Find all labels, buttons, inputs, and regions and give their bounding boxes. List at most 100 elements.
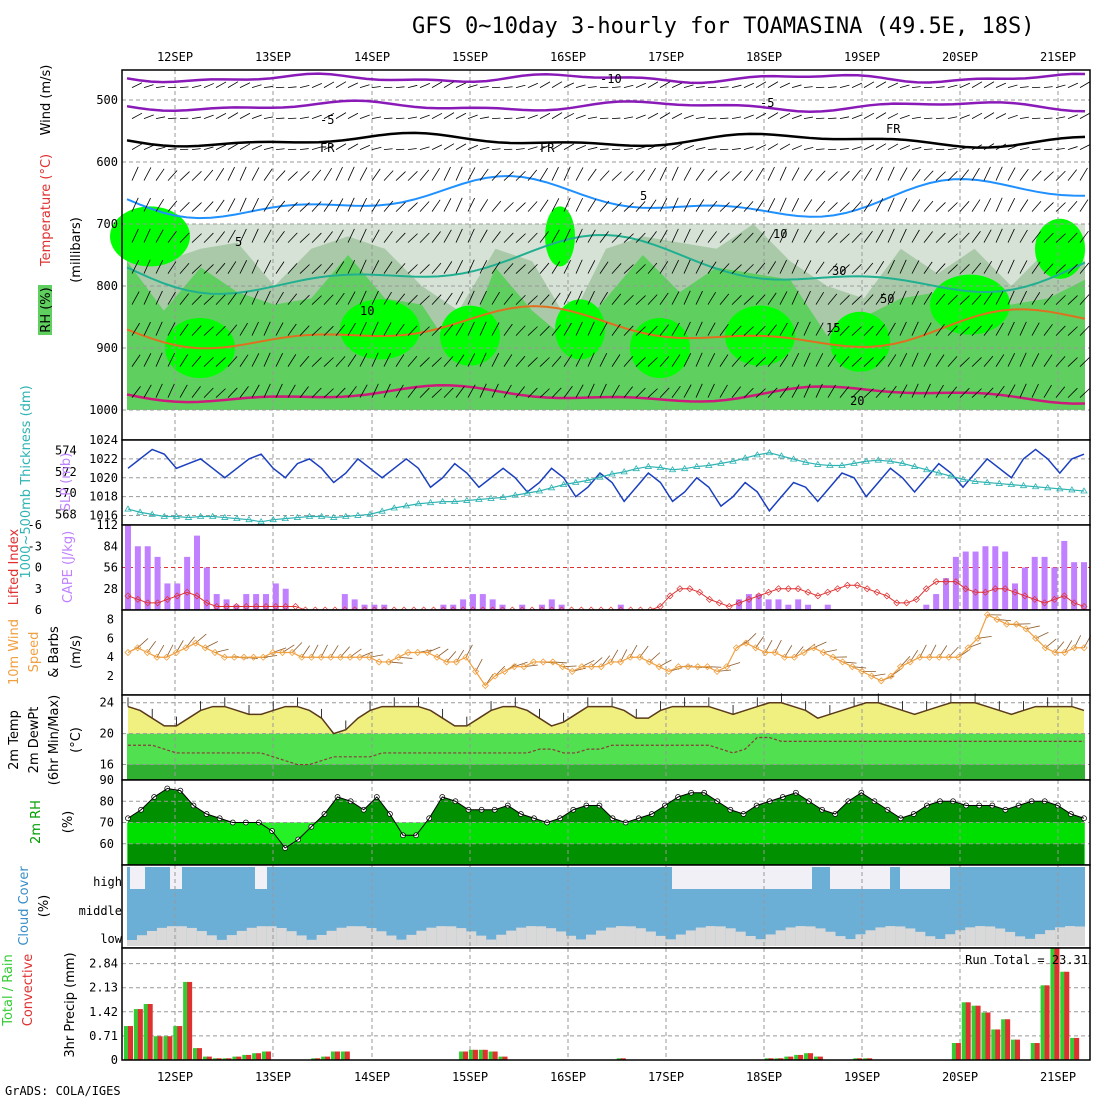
wind-barb [911, 321, 919, 336]
cloud-low-bar [725, 928, 736, 946]
wind-barb [527, 295, 538, 305]
wind-barb [131, 228, 139, 243]
wind-barb [335, 356, 346, 367]
wind-barb [527, 357, 538, 367]
wind-barb [1079, 294, 1090, 305]
li-point [292, 602, 300, 610]
wind-barb [647, 388, 658, 398]
cloud-low-bar [586, 934, 597, 946]
wind-barb [815, 353, 824, 367]
wind-barb [647, 294, 658, 305]
wind-barb [899, 228, 907, 243]
wind-barb [959, 146, 970, 150]
wind-barb [983, 229, 992, 243]
date-label-bottom: 18SEP [746, 1070, 782, 1084]
cape-bar [243, 594, 250, 610]
cloud-low-bar [196, 931, 207, 946]
wind-barb [179, 232, 190, 243]
wind-barb [683, 145, 694, 150]
wind-barb [419, 82, 431, 88]
wind-barb [659, 387, 670, 398]
precip-conv-bar [798, 1054, 804, 1060]
cloud-low-bar [1005, 931, 1016, 946]
wind-barb [431, 294, 442, 305]
wind-barb [467, 197, 475, 212]
wind-barb [647, 262, 658, 274]
precip-conv-bar [216, 1058, 222, 1060]
li-point [814, 592, 822, 600]
wind-barb [551, 143, 563, 150]
run-total-label: Run Total = 23.31 [965, 953, 1088, 967]
wind-speed-point [665, 667, 673, 675]
wind-barb [503, 354, 513, 367]
wind-barb [1019, 352, 1027, 367]
wind-barb [599, 353, 608, 367]
wind-barb [875, 166, 883, 181]
wind-barb [503, 232, 514, 243]
wind-barb [335, 292, 345, 305]
wind-barb [671, 166, 679, 181]
wind-barb [1043, 232, 1054, 243]
wind-barb [131, 112, 143, 119]
wind-barb [935, 263, 946, 274]
wind-barb [563, 291, 572, 305]
thickness-label: 1000~500mb Thickness (dm) [19, 385, 34, 578]
wind-speed-point [616, 658, 625, 666]
wind-barb [215, 388, 226, 398]
wind-barb [479, 229, 488, 243]
wind-barb [395, 354, 405, 367]
wind-barb [647, 167, 656, 181]
wind-barb [995, 322, 1004, 336]
wind-barb [815, 322, 824, 336]
date-label-bottom: 12SEP [157, 1070, 193, 1084]
wind-barb [803, 260, 812, 274]
wind-barb [383, 117, 393, 119]
wind-barb [755, 231, 765, 243]
cape-bar [272, 583, 279, 610]
wind-barb [695, 199, 705, 212]
wind-barb [455, 112, 467, 119]
wind-barb [779, 197, 787, 212]
li-point [203, 599, 211, 607]
wind-barb [1043, 171, 1054, 181]
wind-barb [587, 321, 595, 336]
cloud-low-bar [226, 935, 237, 946]
wind-barb [359, 197, 367, 212]
wind-barb [635, 82, 647, 88]
wind-barb [359, 384, 368, 398]
wind-barb [371, 383, 379, 398]
wind-barb [575, 167, 584, 181]
wind-barb [251, 167, 260, 181]
wind-barb [335, 324, 346, 336]
rh2m-unit-label: (%) [61, 811, 76, 834]
wind-barb [1043, 117, 1053, 119]
wind-barb [899, 197, 908, 212]
cape-bar [982, 546, 989, 610]
cape-bar [213, 594, 220, 610]
wind-barb [623, 325, 634, 336]
wind-barb [839, 264, 850, 274]
wind-barb [563, 82, 575, 88]
cloud-low-bar [985, 926, 996, 946]
li-tick: 3 [35, 582, 42, 596]
wind-barb [1079, 325, 1090, 336]
wind-barb [683, 353, 692, 367]
wind-barb [263, 199, 273, 212]
wind-barb [947, 356, 958, 367]
wind-barb [251, 114, 262, 119]
wind-barb [707, 231, 717, 243]
wind-barb [755, 294, 766, 305]
wind-barb [1019, 199, 1029, 212]
wind-barb [383, 291, 392, 305]
wind-barb [1007, 259, 1015, 274]
wind-barb [407, 116, 418, 119]
wind-barb [887, 291, 896, 305]
wind-barb [815, 170, 826, 181]
wind-barb [479, 86, 489, 88]
wind-barb [191, 202, 202, 212]
wind-barb [443, 143, 455, 150]
wind-barb [803, 383, 811, 398]
contour-label: FR [320, 141, 335, 155]
wind-barb [803, 229, 812, 243]
wind-barb [443, 261, 453, 274]
